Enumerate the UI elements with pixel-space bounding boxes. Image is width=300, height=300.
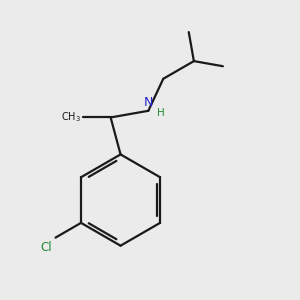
Text: H: H xyxy=(157,108,165,118)
Text: N: N xyxy=(144,96,153,109)
Text: Cl: Cl xyxy=(40,241,52,254)
Text: CH$_3$: CH$_3$ xyxy=(61,110,81,124)
